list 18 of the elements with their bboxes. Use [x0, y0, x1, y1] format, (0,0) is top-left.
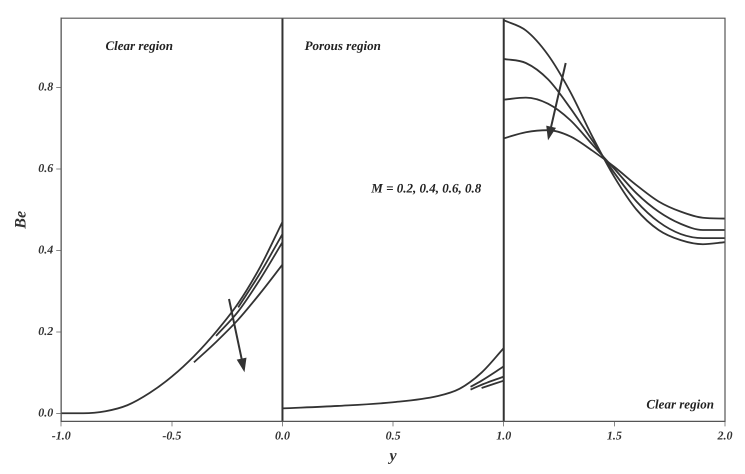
- x-tick-label: -0.5: [162, 428, 182, 443]
- x-tick-label: -1.0: [52, 428, 71, 443]
- y-tick-label: 0.6: [38, 160, 54, 175]
- annotation: Clear region: [646, 396, 714, 412]
- y-tick-label: 0.4: [38, 242, 54, 256]
- annotation: M = 0.2, 0.4, 0.6, 0.8: [370, 180, 482, 196]
- x-tick-label: 1.5: [606, 428, 622, 443]
- y-tick-label: 0.0: [38, 405, 54, 420]
- y-tick-label: 0.2: [38, 324, 54, 338]
- y-axis-title: Be: [12, 210, 30, 230]
- x-tick-label: 1.0: [496, 428, 512, 443]
- x-tick-label: 2.0: [716, 428, 732, 443]
- x-axis-title: y: [388, 448, 398, 465]
- x-tick-label: 0.5: [386, 428, 401, 443]
- x-tick-label: 0.0: [274, 428, 290, 443]
- annotation: Clear region: [105, 38, 173, 54]
- annotation: Porous region: [304, 38, 381, 54]
- y-tick-label: 0.8: [38, 80, 54, 94]
